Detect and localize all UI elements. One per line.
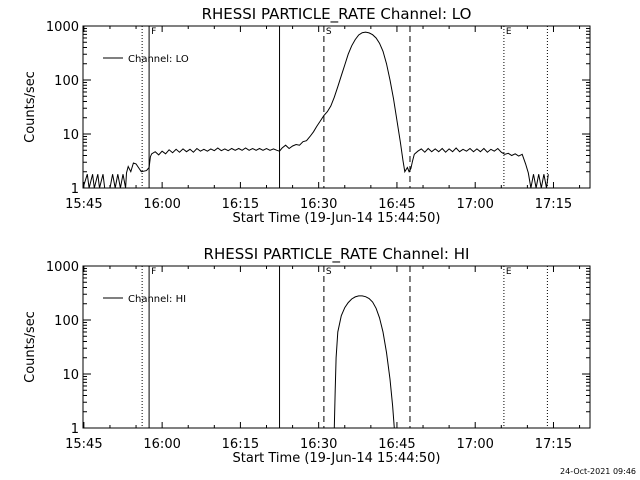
y-axis-label: Counts/sec <box>23 311 38 383</box>
x-tick-label: 16:30 <box>300 437 337 452</box>
marker-label: E <box>506 27 512 37</box>
y-tick-label: 10 <box>62 368 79 383</box>
x-tick-label: 16:45 <box>378 197 415 212</box>
marker-label: S <box>326 267 332 277</box>
lo-channel-chart: RHESSI PARTICLE_RATE Channel: LO 15:45 16:… <box>23 5 591 226</box>
hi-channel-chart: RHESSI PARTICLE_RATE Channel: HI 15:45 16:… <box>23 245 591 466</box>
legend-entry: Channel: LO <box>128 54 189 65</box>
x-tick-label: 15:45 <box>65 197 102 212</box>
series-line <box>82 31 549 189</box>
y-tick-label: 1000 <box>46 20 79 35</box>
x-tick-label: 15:45 <box>65 437 102 452</box>
x-axis-label: Start Time (19-Jun-14 15:44:50) <box>233 451 441 466</box>
x-tick-label: 17:00 <box>456 197 493 212</box>
y-tick-label: 100 <box>54 314 79 329</box>
y-tick-label: 10 <box>62 128 79 143</box>
x-tick-label: 17:00 <box>456 437 493 452</box>
marker-label: E <box>506 267 512 277</box>
x-tick-label: 17:15 <box>535 437 572 452</box>
chart-title: RHESSI PARTICLE_RATE Channel: HI <box>204 245 470 264</box>
y-tick-label: 1 <box>71 422 79 437</box>
marker-label: F <box>151 267 156 277</box>
x-tick-label: 17:15 <box>535 197 572 212</box>
marker-label: S <box>326 27 332 37</box>
plot-frame <box>82 25 591 189</box>
x-tick-label: 16:00 <box>143 197 180 212</box>
x-tick-label: 16:45 <box>378 437 415 452</box>
x-tick-label: 16:00 <box>143 437 180 452</box>
chart-title: RHESSI PARTICLE_RATE Channel: LO <box>202 5 472 24</box>
marker-label: F <box>151 27 156 37</box>
x-tick-label: 16:15 <box>222 437 259 452</box>
y-axis-label: Counts/sec <box>23 71 38 143</box>
x-axis-label: Start Time (19-Jun-14 15:44:50) <box>233 211 441 226</box>
legend-entry: Channel: HI <box>128 294 186 305</box>
x-tick-label: 16:15 <box>222 197 259 212</box>
series-line <box>333 295 395 429</box>
y-tick-label: 1000 <box>46 260 79 275</box>
y-tick-label: 1 <box>71 182 79 197</box>
plot-frame <box>82 265 591 429</box>
y-tick-label: 100 <box>54 74 79 89</box>
timestamp-stamp: 24-Oct-2021 09:46 <box>560 467 636 476</box>
x-tick-label: 16:30 <box>300 197 337 212</box>
